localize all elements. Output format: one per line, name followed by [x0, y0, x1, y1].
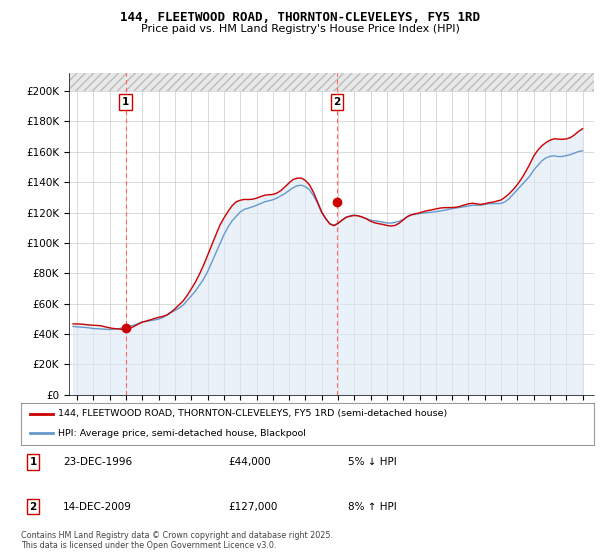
Text: 14-DEC-2009: 14-DEC-2009	[63, 502, 132, 512]
Text: Price paid vs. HM Land Registry's House Price Index (HPI): Price paid vs. HM Land Registry's House …	[140, 24, 460, 34]
Text: 2: 2	[334, 97, 341, 107]
Text: 1: 1	[29, 457, 37, 467]
Text: Contains HM Land Registry data © Crown copyright and database right 2025.
This d: Contains HM Land Registry data © Crown c…	[21, 531, 333, 550]
Text: 23-DEC-1996: 23-DEC-1996	[63, 457, 132, 467]
Bar	[69, 73, 594, 91]
Text: HPI: Average price, semi-detached house, Blackpool: HPI: Average price, semi-detached house,…	[58, 429, 306, 438]
Text: 8% ↑ HPI: 8% ↑ HPI	[348, 502, 397, 512]
Text: 1: 1	[122, 97, 129, 107]
Text: £127,000: £127,000	[228, 502, 277, 512]
Text: 5% ↓ HPI: 5% ↓ HPI	[348, 457, 397, 467]
Text: 144, FLEETWOOD ROAD, THORNTON-CLEVELEYS, FY5 1RD: 144, FLEETWOOD ROAD, THORNTON-CLEVELEYS,…	[120, 11, 480, 24]
Text: 144, FLEETWOOD ROAD, THORNTON-CLEVELEYS, FY5 1RD (semi-detached house): 144, FLEETWOOD ROAD, THORNTON-CLEVELEYS,…	[58, 409, 448, 418]
Text: 2: 2	[29, 502, 37, 512]
Text: £44,000: £44,000	[228, 457, 271, 467]
